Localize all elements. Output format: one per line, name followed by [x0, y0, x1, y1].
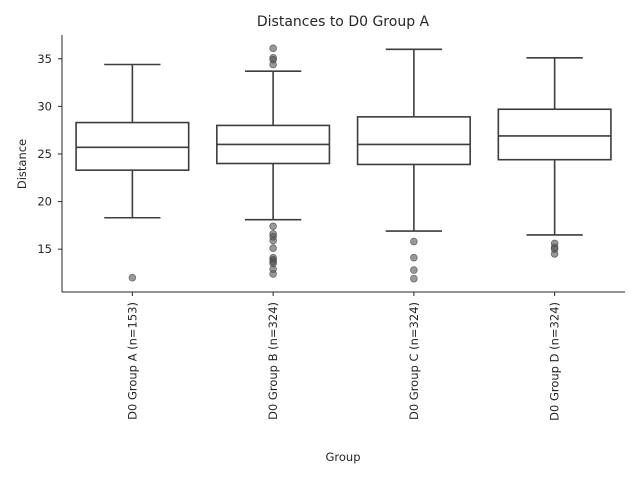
y-tick-label: 30 [37, 99, 52, 113]
outlier-point [269, 44, 277, 53]
iqr-box [497, 108, 612, 161]
y-tick-label: 35 [37, 52, 52, 66]
outlier-point [410, 266, 418, 274]
outlier-point [269, 244, 277, 253]
outlier-point [269, 236, 277, 245]
outlier-point [128, 273, 137, 282]
x-category-label: D0 Group C (n=324) [407, 302, 421, 420]
outlier-point [410, 237, 418, 246]
y-axis-ticks: 15 20 25 30 35 [37, 52, 62, 256]
iqr-box [356, 116, 471, 166]
box-group [497, 57, 612, 258]
x-axis-label: Group [325, 450, 360, 464]
box-group [216, 44, 331, 278]
y-tick-label: 25 [37, 147, 52, 161]
box-group [356, 48, 471, 283]
outlier-point [550, 250, 559, 258]
x-category-label: D0 Group A (n=153) [125, 302, 139, 420]
outlier-point [269, 270, 277, 278]
outlier-point [269, 60, 277, 69]
x-axis-category-labels: D0 Group A (n=153) D0 Group B (n=324) D0 G… [125, 292, 562, 421]
outlier-point [410, 274, 418, 283]
box-series [75, 44, 612, 283]
outlier-point [410, 253, 418, 262]
box-group [75, 63, 190, 282]
y-axis-label: Distance [15, 139, 29, 189]
y-tick-label: 15 [37, 242, 52, 256]
x-category-label: D0 Group B (n=324) [266, 302, 280, 420]
x-category-label: D0 Group D (n=324) [548, 302, 562, 421]
iqr-box [75, 121, 190, 171]
chart-title: Distances to D0 Group A [257, 14, 430, 30]
outlier-point [269, 222, 277, 231]
y-tick-label: 20 [37, 195, 52, 209]
